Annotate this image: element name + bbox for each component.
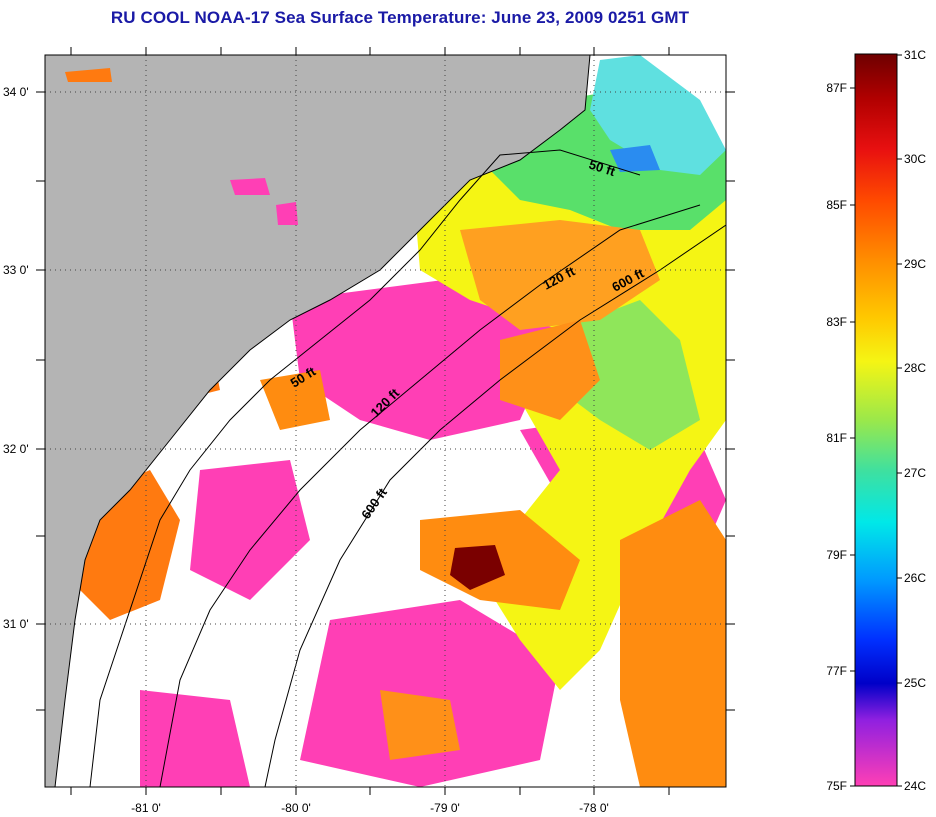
isobath-50ft (89, 149, 641, 787)
isobath-600ft (264, 224, 726, 787)
cb-celsius-26: 26C (904, 571, 926, 585)
cb-fahrenheit-81: 81F (826, 431, 847, 445)
cb-fahrenheit-75: 75F (826, 779, 847, 793)
lat-label-33: 33 0' (3, 263, 29, 277)
map-frame (44, 54, 727, 788)
cb-celsius-24: 24C (904, 779, 926, 793)
cb-fahrenheit-87: 87F (826, 81, 847, 95)
cb-celsius-28: 28C (904, 361, 926, 375)
colorbar-gradient (854, 53, 898, 787)
cb-celsius-27: 27C (904, 466, 926, 480)
cb-celsius-30: 30C (904, 152, 926, 166)
colorbar: 31C 30C 29C 28C 27C 26C 25C 24C 87F 85F … (826, 48, 926, 793)
cb-celsius-31: 31C (904, 48, 926, 62)
lat-label-32: 32 0' (3, 442, 29, 456)
axis-ticks (36, 47, 735, 795)
cyan-nearshore (590, 55, 726, 175)
inland-lake-3 (276, 202, 298, 225)
lon-label-81: -81 0' (131, 801, 161, 815)
map-title: RU COOL NOAA-17 Sea Surface Temperature:… (110, 8, 690, 27)
land-mass (45, 55, 590, 787)
inland-lake-2 (230, 178, 270, 195)
graticule (45, 55, 726, 787)
inland-lake (65, 68, 112, 82)
green-mid-region (560, 300, 700, 450)
map-area: 50 ft 120 ft 600 ft 50 ft 120 ft 600 ft (45, 55, 726, 787)
cb-fahrenheit-83: 83F (826, 315, 847, 329)
lat-label-34: 34 0' (3, 85, 29, 99)
lon-label-80: -80 0' (281, 801, 311, 815)
cb-fahrenheit-77: 77F (826, 664, 847, 678)
blue-spot (610, 145, 660, 172)
cb-celsius-29: 29C (904, 257, 926, 271)
hot-spot (450, 545, 505, 590)
cb-fahrenheit-85: 85F (826, 198, 847, 212)
lon-label-78: -78 0' (579, 801, 609, 815)
lat-label-31: 31 0' (3, 617, 29, 631)
cb-fahrenheit-79: 79F (826, 548, 847, 562)
coastline (54, 55, 591, 787)
cb-celsius-25: 25C (904, 676, 926, 690)
isobath-120ft (159, 204, 701, 787)
lon-label-79: -79 0' (430, 801, 460, 815)
